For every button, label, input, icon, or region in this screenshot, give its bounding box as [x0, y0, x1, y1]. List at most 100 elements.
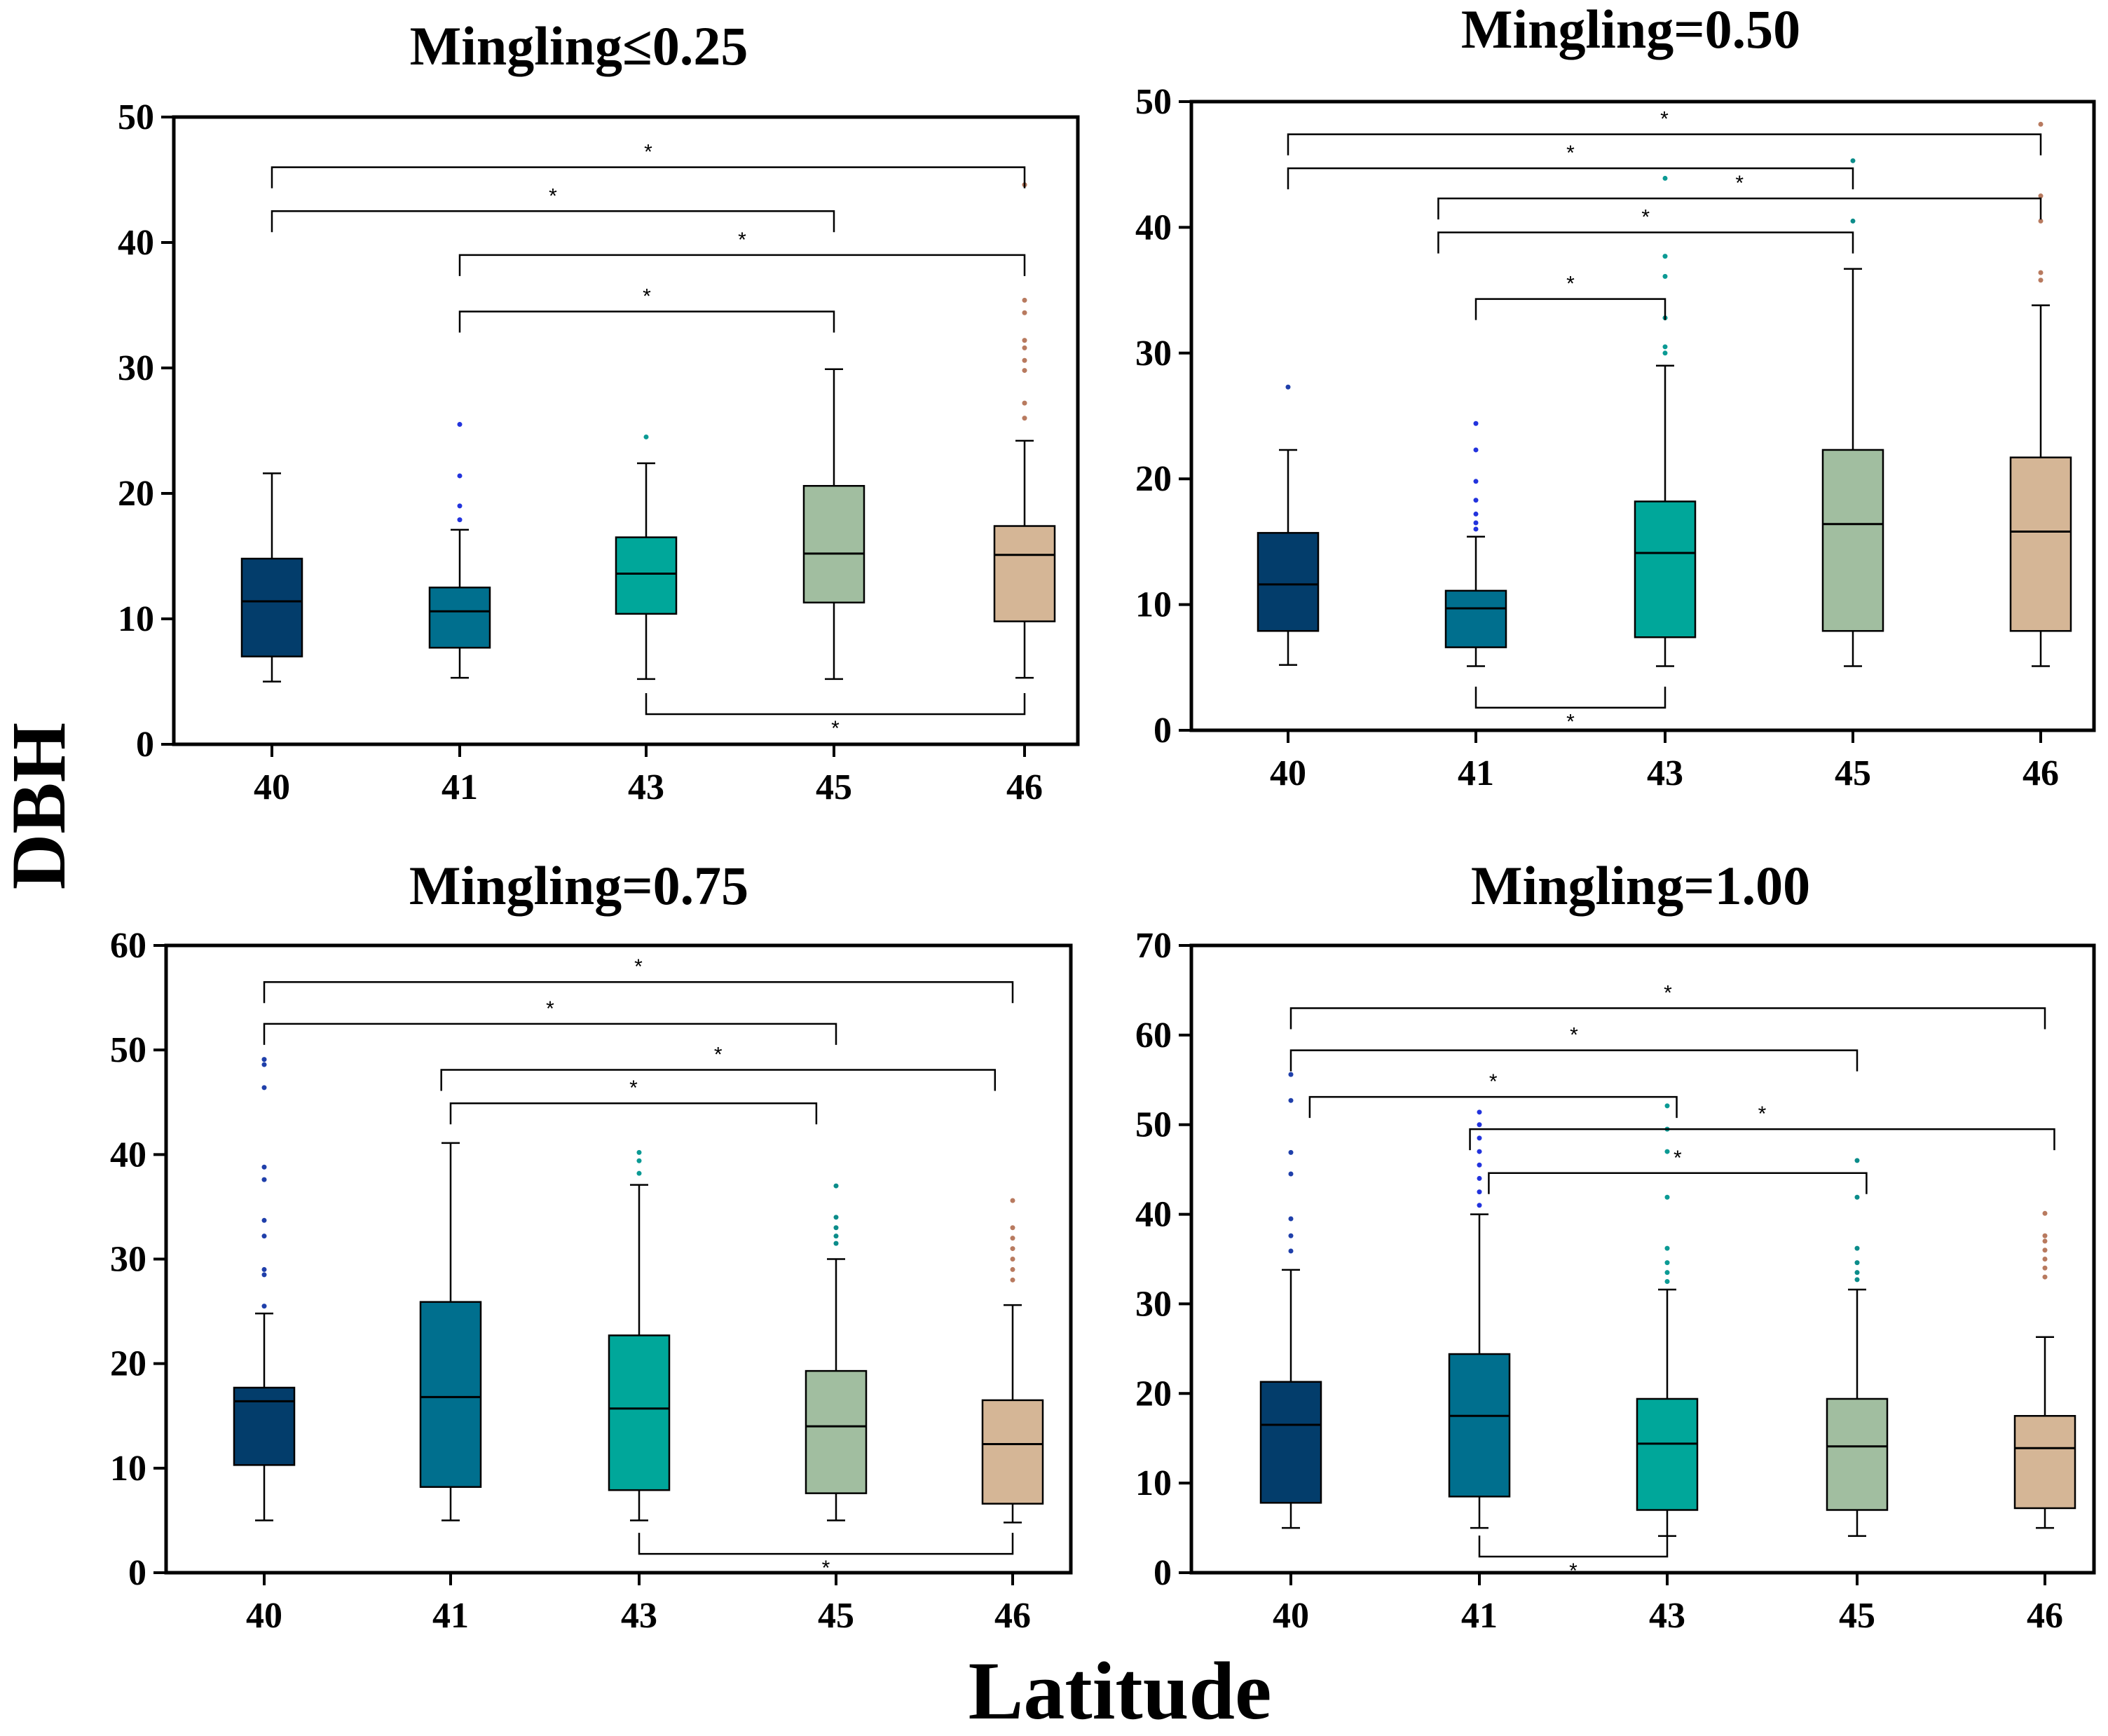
outlier-point [261, 1062, 267, 1067]
significance-bracket [458, 310, 835, 333]
box-40 [1259, 1381, 1322, 1504]
outlier-point [1288, 1216, 1294, 1222]
outlier-point [457, 517, 463, 523]
significance-bracket [271, 210, 835, 233]
box-46 [981, 1399, 1044, 1505]
panel-title: Mingling=1.00 [1471, 855, 1810, 916]
outlier-point [2038, 218, 2044, 224]
outlier-point [1850, 158, 1856, 163]
outlier-point [1010, 1266, 1015, 1272]
significance-bracket [1289, 1049, 1859, 1072]
y-tick-label: 30 [110, 1240, 146, 1280]
x-tick-label: 41 [1461, 1596, 1498, 1636]
outlier-point [1477, 1203, 1482, 1208]
outlier-point [1854, 1270, 1860, 1276]
outlier-point [1010, 1257, 1015, 1262]
outlier-point [1473, 498, 1479, 503]
outlier-point [1477, 1189, 1482, 1195]
outlier-point [1477, 1135, 1482, 1141]
y-tick-label: 50 [118, 97, 154, 137]
outlier-point [833, 1233, 839, 1239]
outlier-point [2038, 270, 2044, 275]
outlier-point [261, 1177, 267, 1182]
outlier-point [1285, 384, 1291, 390]
x-tick-label: 41 [1458, 753, 1494, 793]
outlier-point [833, 1215, 839, 1220]
outlier-point [636, 1149, 642, 1155]
box-40 [1257, 532, 1320, 632]
outlier-point [1022, 400, 1027, 406]
significance-star: * [1758, 1102, 1767, 1126]
outlier-point [2042, 1238, 2048, 1244]
outlier-point [1850, 218, 1856, 224]
significance-star: * [714, 1044, 723, 1067]
x-tick-label: 41 [442, 767, 478, 807]
outlier-point [1662, 350, 1668, 356]
box-43 [615, 536, 678, 615]
outlier-point [833, 1225, 839, 1231]
significance-star: * [1569, 1559, 1577, 1583]
outlier-point [1473, 526, 1479, 532]
outlier-point [833, 1183, 839, 1189]
significance-star: * [1566, 711, 1575, 734]
y-tick-label: 0 [1154, 1553, 1172, 1593]
outlier-point [1022, 345, 1027, 350]
outlier-point [1022, 310, 1027, 315]
y-tick-label: 0 [128, 1553, 146, 1593]
outlier-point [1473, 447, 1479, 453]
y-tick-label: 10 [118, 599, 154, 639]
outlier-point [1022, 338, 1027, 343]
box-46 [2009, 456, 2072, 632]
significance-star: * [831, 717, 840, 740]
box-45 [1821, 449, 1884, 632]
x-tick-label: 41 [432, 1596, 469, 1636]
significance-star: * [1566, 273, 1575, 296]
outlier-point [1662, 175, 1668, 181]
outlier-point [1477, 1122, 1482, 1128]
significance-star: * [1674, 1147, 1682, 1170]
box-46 [993, 525, 1056, 622]
y-tick-label: 20 [1135, 459, 1172, 499]
outlier-point [2042, 1257, 2048, 1262]
outlier-point [2038, 278, 2044, 283]
outlier-point [1022, 297, 1027, 303]
y-tick-label: 60 [1135, 1016, 1172, 1055]
outlier-point [1854, 1194, 1860, 1200]
outlier-point [2042, 1233, 2048, 1238]
outlier-point [457, 422, 463, 428]
outlier-point [1664, 1149, 1670, 1154]
outlier-point [261, 1085, 267, 1091]
outlier-point [1288, 1098, 1294, 1103]
x-tick-label: 40 [246, 1596, 282, 1636]
outlier-point [1662, 254, 1668, 259]
y-tick-label: 30 [1135, 334, 1172, 374]
box-41 [1448, 1353, 1511, 1498]
panel-mingling-0-50: Mingling=0.50 0 10 20 30 40 50 40 41 43 45 46 * * * * *… [1135, 0, 2096, 793]
outlier-point [261, 1272, 267, 1278]
plot-frame [1189, 943, 2096, 1575]
outlier-point [1473, 421, 1479, 426]
y-tick-label: 20 [110, 1344, 146, 1384]
significance-star: * [549, 184, 557, 207]
box-43 [1634, 500, 1697, 638]
significance-bracket [1289, 1007, 2046, 1030]
outlier-point [1473, 520, 1479, 526]
outlier-point [1854, 1277, 1860, 1283]
outlier-point [1664, 1194, 1670, 1200]
significance-bracket [1287, 133, 2042, 156]
significance-star: * [822, 1557, 830, 1580]
significance-bracket [271, 166, 1026, 189]
plot-frame [1189, 100, 2096, 732]
outlier-point [2038, 121, 2044, 127]
outlier-point [2042, 1265, 2048, 1271]
box-45 [1826, 1397, 1889, 1511]
significance-star: * [634, 955, 643, 978]
outlier-point [2042, 1274, 2048, 1280]
x-tick-label: 46 [1006, 767, 1043, 807]
x-tick-label: 40 [1270, 753, 1306, 793]
significance-bracket [1437, 197, 2042, 220]
significance-bracket [1474, 298, 1666, 320]
box-40 [240, 557, 303, 657]
y-tick-label: 10 [110, 1449, 146, 1489]
box-45 [805, 1369, 868, 1494]
